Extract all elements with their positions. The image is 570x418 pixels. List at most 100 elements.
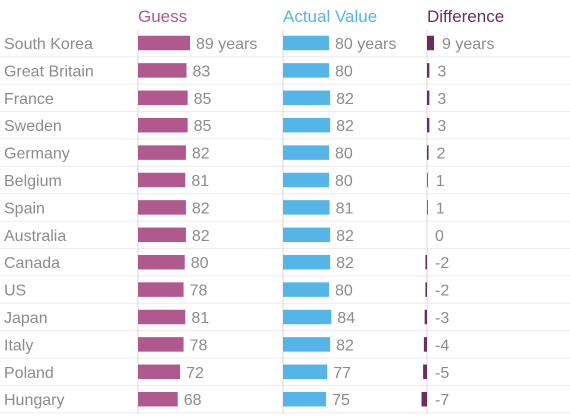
bar-guess-france [138, 90, 188, 106]
bar-difference-italy [423, 337, 427, 352]
category-label-poland: Poland [4, 365, 54, 382]
value-label-actual-value-france: 82 [336, 91, 354, 108]
bar-actual-value-belgium [283, 172, 329, 188]
value-label-difference-italy: -4 [435, 337, 449, 354]
bar-actual-value-us [283, 282, 329, 297]
bar-guess-hungary [138, 391, 178, 407]
bar-guess-italy [138, 337, 184, 352]
bar-guess-belgium [138, 172, 186, 188]
value-label-difference-south-korea: 9 years [442, 36, 494, 53]
bar-difference-belgium [427, 172, 428, 188]
value-label-actual-value-belgium: 80 [335, 173, 353, 190]
value-label-actual-value-sweden: 82 [336, 118, 354, 135]
value-label-guess-france: 85 [194, 91, 212, 108]
bar-actual-value-australia [283, 227, 331, 243]
category-label-italy: Italy [4, 337, 33, 354]
value-label-difference-hungary: -7 [435, 392, 449, 409]
bar-difference-france [427, 90, 430, 106]
bar-actual-value-sweden [283, 117, 331, 133]
value-label-guess-japan: 81 [191, 310, 209, 327]
bar-guess-australia [138, 227, 186, 243]
value-label-difference-japan: -3 [435, 310, 449, 327]
category-label-us: US [4, 283, 26, 300]
value-label-actual-value-poland: 77 [333, 365, 351, 382]
value-label-guess-germany: 82 [192, 146, 210, 163]
bar-guess-great-britain [138, 63, 187, 78]
bar-difference-hungary [421, 391, 427, 407]
bar-guess-south-korea [138, 35, 190, 51]
value-label-difference-great-britain: 3 [437, 63, 446, 80]
category-label-south-korea: South Korea [4, 36, 93, 53]
category-label-sweden: Sweden [4, 118, 62, 135]
bar-guess-canada [138, 254, 185, 270]
value-label-guess-south-korea: 89 years [196, 36, 257, 53]
bar-difference-sweden [427, 117, 430, 133]
category-label-germany: Germany [4, 146, 70, 163]
value-label-actual-value-great-britain: 80 [335, 63, 353, 80]
value-label-difference-us: -2 [435, 283, 449, 300]
value-label-actual-value-south-korea: 80 years [335, 36, 396, 53]
category-label-japan: Japan [4, 310, 48, 327]
bar-actual-value-great-britain [283, 63, 329, 78]
bar-actual-value-germany [283, 145, 329, 160]
bar-guess-japan [138, 309, 186, 325]
value-label-guess-poland: 72 [186, 365, 204, 382]
series-header-difference: Difference [427, 7, 504, 26]
value-label-difference-sweden: 3 [437, 118, 446, 135]
bar-difference-germany [427, 145, 429, 160]
series-header-guess: Guess [138, 7, 187, 26]
bar-difference-poland [423, 364, 427, 380]
bar-difference-us [425, 282, 427, 297]
category-label-belgium: Belgium [4, 173, 62, 190]
value-label-guess-great-britain: 83 [192, 63, 210, 80]
value-label-actual-value-italy: 82 [336, 337, 354, 354]
bar-guess-sweden [138, 117, 188, 133]
series-header-actual-value: Actual Value [283, 7, 377, 26]
bar-actual-value-south-korea [283, 35, 329, 51]
value-label-actual-value-japan: 84 [337, 310, 355, 327]
value-label-difference-france: 3 [437, 91, 446, 108]
bar-actual-value-italy [283, 337, 331, 352]
value-label-actual-value-australia: 82 [336, 228, 354, 245]
value-label-guess-australia: 82 [192, 228, 210, 245]
value-label-guess-sweden: 85 [194, 118, 212, 135]
bar-guess-us [138, 282, 184, 297]
bar-guess-spain [138, 200, 186, 215]
bar-actual-value-japan [283, 309, 332, 325]
value-label-actual-value-spain: 81 [336, 200, 354, 217]
category-label-great-britain: Great Britain [4, 63, 94, 80]
bar-difference-japan [424, 309, 427, 325]
value-label-actual-value-canada: 82 [336, 255, 354, 272]
value-label-actual-value-germany: 80 [335, 146, 353, 163]
bar-guess-germany [138, 145, 186, 160]
category-label-canada: Canada [4, 255, 60, 272]
bar-difference-spain [427, 200, 428, 215]
bar-guess-poland [138, 364, 181, 380]
value-label-difference-canada: -2 [435, 255, 449, 272]
bar-actual-value-france [283, 90, 331, 106]
value-label-guess-belgium: 81 [191, 173, 209, 190]
value-label-guess-hungary: 68 [184, 392, 202, 409]
category-label-australia: Australia [4, 228, 66, 245]
value-label-difference-germany: 2 [437, 146, 446, 163]
value-label-guess-italy: 78 [190, 337, 208, 354]
bar-actual-value-poland [283, 364, 328, 380]
category-label-france: France [4, 91, 54, 108]
value-label-difference-australia: 0 [435, 228, 444, 245]
bar-actual-value-canada [283, 254, 331, 270]
category-label-spain: Spain [4, 200, 45, 217]
value-label-difference-spain: 1 [436, 200, 445, 217]
value-label-actual-value-us: 80 [335, 283, 353, 300]
value-label-difference-poland: -5 [435, 365, 449, 382]
bar-difference-south-korea [427, 35, 435, 51]
value-label-actual-value-hungary: 75 [332, 392, 350, 409]
category-label-hungary: Hungary [4, 392, 64, 409]
bar-actual-value-hungary [283, 391, 327, 407]
value-label-difference-belgium: 1 [436, 173, 445, 190]
value-label-guess-spain: 82 [192, 200, 210, 217]
bar-difference-great-britain [427, 63, 430, 78]
value-label-guess-canada: 80 [191, 255, 209, 272]
value-label-guess-us: 78 [190, 283, 208, 300]
bar-actual-value-spain [283, 200, 330, 215]
